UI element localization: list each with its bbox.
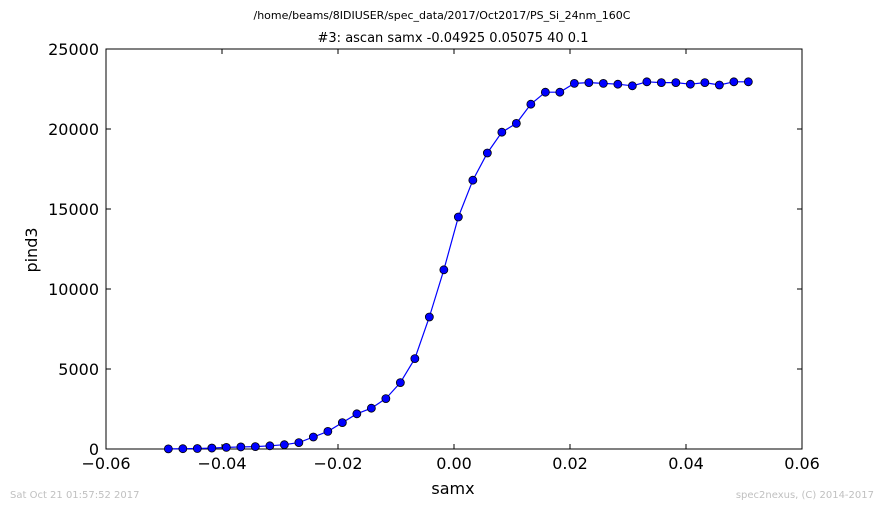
data-point	[743, 77, 753, 87]
data-point	[163, 444, 173, 454]
data-point	[627, 81, 637, 91]
data-point	[598, 79, 608, 88]
series-line	[168, 81, 749, 450]
x-tick-label: 0.04	[668, 454, 704, 473]
data-point	[671, 78, 681, 87]
plot-area: −0.06 −0.04 −0.02 0.00 0.02 0.04 0.06 0 5000 1000…	[48, 40, 820, 473]
x-axis-label: samx	[431, 479, 474, 498]
data-point	[410, 354, 420, 364]
data-point	[236, 442, 246, 452]
data-point	[511, 119, 521, 128]
data-point	[424, 312, 434, 322]
data-point	[308, 432, 318, 442]
data-point	[685, 79, 695, 89]
y-tick-label: 25000	[48, 40, 99, 59]
data-point	[584, 78, 594, 87]
data-point	[482, 148, 492, 158]
x-tick-label: −0.06	[81, 454, 130, 473]
data-point	[656, 78, 666, 87]
data-point	[366, 403, 376, 413]
data-point	[323, 426, 333, 436]
data-point	[453, 212, 463, 222]
data-point	[569, 79, 579, 88]
data-point	[714, 80, 724, 90]
plot-frame	[105, 48, 803, 450]
footer-credit: spec2nexus, (C) 2014-2017	[736, 490, 874, 501]
data-point	[729, 77, 739, 87]
data-point	[250, 442, 260, 452]
y-tick-label: 20000	[48, 120, 99, 139]
data-point	[192, 444, 202, 453]
data-point	[381, 394, 391, 404]
x-tick-label: 0.00	[436, 454, 472, 473]
file-path-header: /home/beams/8IDIUSER/spec_data/2017/Oct2…	[254, 9, 631, 22]
data-point	[700, 78, 710, 87]
data-point	[178, 444, 188, 454]
y-tick-label: 10000	[48, 280, 99, 299]
chart-title: #3: ascan samx -0.04925 0.05075 40 0.1	[318, 31, 589, 46]
y-tick-label: 0	[89, 440, 99, 459]
data-point	[613, 79, 623, 89]
y-tick-label: 5000	[58, 360, 99, 379]
data-point	[395, 378, 405, 388]
data-point	[555, 87, 565, 97]
footer-timestamp: Sat Oct 21 01:57:52 2017	[10, 490, 140, 501]
data-point	[221, 442, 231, 452]
data-point	[497, 127, 507, 137]
y-axis-label: pind3	[22, 227, 41, 272]
x-tick-label: −0.02	[313, 454, 362, 473]
data-point	[352, 409, 362, 419]
data-point	[265, 441, 275, 451]
x-tick-label: −0.04	[197, 454, 246, 473]
y-tick-label: 15000	[48, 200, 99, 219]
data-point	[540, 87, 550, 97]
data-point	[337, 418, 347, 428]
data-point	[526, 99, 536, 109]
data-point	[468, 175, 478, 185]
data-point	[294, 438, 304, 448]
x-tick-label: 0.02	[552, 454, 588, 473]
data-point	[207, 443, 217, 453]
data-point	[642, 77, 652, 87]
data-point	[279, 440, 289, 450]
x-tick-label: 0.06	[784, 454, 820, 473]
data-point	[439, 265, 449, 275]
